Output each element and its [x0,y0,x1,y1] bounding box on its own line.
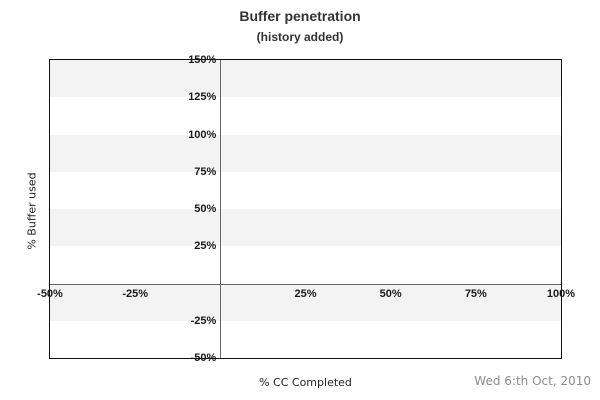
y-axis-title: % Buffer used [25,172,39,250]
y-tick-label: -50% [190,352,217,364]
chart-title: Buffer penetration [239,8,361,24]
x-tick-label: 100% [546,287,576,300]
chart-subtitle: (history added) [256,30,344,44]
y-tick-label: 25% [194,240,217,253]
y-zero-line [220,60,221,358]
y-tick-label: 50% [194,203,217,215]
plot-band [50,134,561,172]
y-tick-label: 150% [188,54,217,66]
x-tick-label: -50% [37,287,63,300]
x-axis-title: % CC Completed [259,376,352,389]
x-tick-label: 75% [464,287,487,300]
date-stamp: Wed 6:th Oct, 2010 [474,374,591,388]
y-tick-label: -25% [190,314,217,327]
x-tick-label: 25% [294,287,317,300]
plot-band [50,60,561,98]
x-zero-line [50,284,561,285]
plot-band [50,283,561,321]
plot-area: 150% 125% 100% 75% 50% 25% -25% -50% -50% -25% 25%… [37,54,575,364]
plot-band [50,209,561,247]
x-tick-label: 50% [379,287,402,300]
plot-band [50,246,561,284]
y-tick-label: 125% [188,91,217,104]
plot-band [50,320,561,358]
y-tick-label: 75% [194,165,217,178]
plot-band [50,171,561,209]
x-tick-label: -25% [122,287,148,300]
plot-band [50,97,561,135]
y-tick-label: 100% [188,128,217,141]
